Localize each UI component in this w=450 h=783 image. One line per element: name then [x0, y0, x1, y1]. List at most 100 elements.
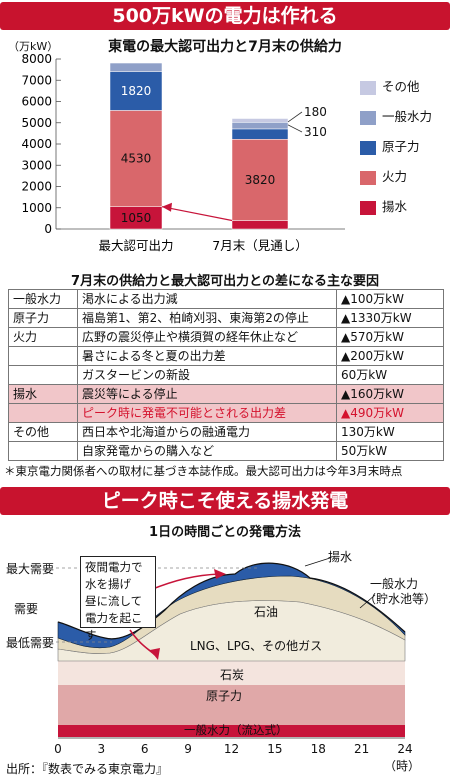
table-cell-amount: ▲100万kW	[336, 289, 444, 309]
callout-line-1: 夜間電力で	[85, 560, 143, 574]
y-tick-label: 1000	[21, 201, 52, 215]
label-nuclear: 原子力	[206, 689, 243, 703]
pointer-line	[287, 111, 303, 123]
table-row: ガスタービンの新設 60万kW	[8, 365, 444, 385]
bar-data-label: 1050	[121, 211, 152, 225]
table-row: 火力 広野の震災停止や横須賀の経年休止など ▲570万kW	[8, 327, 444, 347]
chart2-title: 1日の時間ごとの発電方法	[149, 525, 301, 540]
callout-arrow-day	[149, 573, 221, 591]
bar-segment-2	[109, 71, 163, 111]
layer-hydro-run-of-river	[58, 725, 405, 737]
pointer-line	[287, 124, 303, 133]
y-tick-label: 5000	[21, 116, 52, 130]
table-row: 暑さによる冬と夏の出力差 ▲200万kW	[8, 346, 444, 366]
x-tick-label: 0	[54, 742, 62, 756]
y-label-min-demand: 最低需要	[6, 636, 55, 650]
table-cell-amount: ▲200万kW	[336, 346, 444, 366]
pumped-pointer	[304, 557, 331, 567]
y-tick-label: 3000	[21, 158, 52, 172]
table-cell-category	[8, 403, 78, 423]
table-row: 一般水力 渇水による出力減 ▲100万kW	[8, 289, 444, 309]
label-oil: 石油	[254, 605, 279, 619]
label-hydro-reservoir-2: （貯水池等）	[364, 592, 437, 606]
table-row: 自家発電からの購入など 50万kW	[8, 441, 444, 461]
x-tick-label: 12	[223, 742, 240, 756]
bar-segment-4	[231, 118, 289, 123]
x-category-label: 最大認可出力	[98, 238, 173, 253]
table-cell-amount: 60万kW	[336, 365, 444, 385]
x-unit-label: （時）	[384, 759, 421, 773]
table-cell-category: 揚水	[8, 384, 78, 404]
bar-segment-3	[231, 122, 289, 130]
table-cell-description: ピーク時に発電不可能とされる出力差	[77, 403, 337, 423]
table-cell-amount: ▲160万kW	[336, 384, 444, 404]
table-cell-category	[8, 441, 78, 461]
bar-data-label: 4530	[121, 152, 152, 166]
label-coal: 石炭	[220, 668, 245, 682]
table-title: 7月末の供給力と最大認可出力との差になる主な要因	[71, 274, 379, 289]
y-tick-label: 6000	[21, 95, 52, 109]
table-cell-category	[8, 346, 78, 366]
callout-line-4: 電力を起こす	[85, 611, 143, 642]
x-tick-label: 18	[310, 742, 326, 756]
pumped-connector-arrowhead	[162, 202, 172, 212]
y-tick-label: 7000	[21, 73, 52, 87]
legend-item-hydro: 一般水力	[360, 109, 432, 125]
label-hydro-run: 一般水力（流込式）	[184, 723, 288, 737]
callout-line-2: 水を揚げ	[85, 577, 131, 591]
label-pumped: 揚水	[328, 550, 353, 564]
table-cell-amount: ▲570万kW	[336, 327, 444, 347]
table-cell-amount: ▲490万kW	[336, 403, 444, 423]
y-label-demand: 需要	[14, 602, 39, 616]
bar-segment-3	[109, 62, 163, 72]
daily-generation-area-chart	[50, 557, 406, 739]
legend-item-other: その他	[360, 79, 420, 95]
x-tick-label: 9	[184, 742, 192, 756]
x-tick-label: 24	[397, 742, 413, 756]
annotation-other-value: 180	[304, 105, 327, 119]
x-tick-label: 21	[353, 742, 370, 756]
x-category-label: 7月末（見通し）	[212, 238, 307, 253]
x-tick-label: 3	[97, 742, 106, 756]
bar-segment-1	[231, 139, 289, 221]
x-tick-label: 6	[140, 742, 149, 756]
bar-segment-1	[109, 110, 163, 207]
pumped-connector-line	[161, 206, 233, 222]
table-cell-description: ガスタービンの新設	[77, 365, 337, 385]
table-cell-description: 福島第1、第2、柏崎刈羽、東海第2の停止	[77, 308, 337, 328]
table-cell-amount: 50万kW	[336, 441, 444, 461]
table-row: ピーク時に発電不可能とされる出力差 ▲490万kW	[8, 403, 444, 423]
table-cell-category: 原子力	[8, 308, 78, 328]
demand-curve	[57, 562, 406, 640]
table-row: 原子力 福島第1、第2、柏崎刈羽、東海第2の停止 ▲1330万kW	[8, 308, 444, 328]
table-cell-amount: ▲1330万kW	[336, 308, 444, 328]
table-cell-category	[8, 365, 78, 385]
annotation-hydro-value: 310	[304, 125, 327, 139]
table-cell-description: 暑さによる冬と夏の出力差	[77, 346, 337, 366]
bar-data-label: 3820	[245, 173, 276, 187]
callout-line-3: 昼に流して	[85, 594, 143, 608]
table-cell-description: 広野の震災停止や横須賀の経年休止など	[77, 327, 337, 347]
table-cell-amount: 130万kW	[336, 422, 444, 442]
y-tick-label: 0	[44, 222, 52, 236]
x-tick-label: 15	[267, 742, 283, 756]
table-cell-description: 自家発電からの購入など	[77, 441, 337, 461]
y-tick-label: 4000	[21, 137, 52, 151]
table-cell-description: 震災等による停止	[77, 384, 337, 404]
legend-item-thermal: 火力	[360, 169, 407, 185]
y-label-max-demand: 最大需要	[6, 562, 55, 576]
table-cell-description: 西日本や北海道からの融通電力	[77, 422, 337, 442]
legend-item-pumped: 揚水	[360, 199, 407, 215]
layer-coal	[58, 661, 405, 685]
bar-data-label: 1820	[121, 84, 152, 98]
label-lng: LNG、LPG、その他ガス	[190, 639, 323, 653]
table-footnote: ＊東京電力関係者への取材に基づき本誌作成。最大認可出力は今年3月末時点	[4, 464, 403, 478]
y-tick-label: 8000	[21, 52, 52, 66]
hydro-reservoir-pointer	[359, 594, 376, 609]
label-hydro-reservoir-1: 一般水力	[370, 577, 419, 591]
table-row: その他 西日本や北海道からの融通電力 130万kW	[8, 422, 444, 442]
layer-nuclear	[58, 685, 405, 725]
stacked-bar-chart: 0 1000 2000 3000 4000 5000 6000 7000 8000 1050 453…	[21, 52, 345, 253]
chart1-unit-label: （万kW）	[8, 40, 59, 53]
factors-table: 一般水力 渇水による出力減 ▲100万kW 原子力 福島第1、第2、柏崎刈羽、東海第2の…	[8, 289, 444, 461]
